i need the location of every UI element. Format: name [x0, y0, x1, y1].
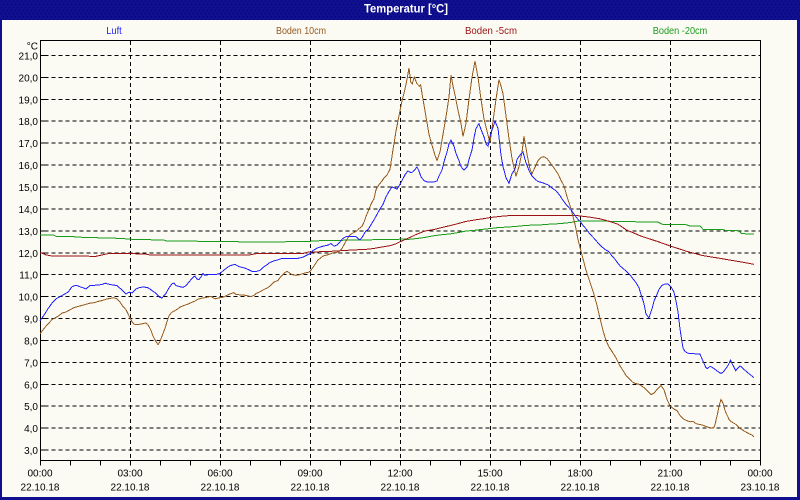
- svg-text:18,0: 18,0: [19, 117, 39, 128]
- svg-text:21,0: 21,0: [19, 51, 39, 62]
- svg-text:21:00: 21:00: [657, 469, 682, 480]
- svg-text:Temperatur [°C]: Temperatur [°C]: [364, 3, 448, 15]
- svg-text:7,0: 7,0: [24, 358, 38, 369]
- svg-text:Boden 10cm: Boden 10cm: [276, 26, 326, 37]
- svg-text:22.10.18: 22.10.18: [651, 483, 690, 494]
- svg-text:22.10.18: 22.10.18: [471, 483, 510, 494]
- svg-text:12,0: 12,0: [19, 249, 39, 260]
- svg-text:Luft: Luft: [106, 26, 122, 37]
- svg-text:00:00: 00:00: [27, 469, 52, 480]
- svg-text:22.10.18: 22.10.18: [561, 483, 600, 494]
- svg-text:22.10.18: 22.10.18: [21, 483, 60, 494]
- svg-text:17,0: 17,0: [19, 139, 39, 150]
- svg-text:14,0: 14,0: [19, 205, 39, 216]
- svg-text:19,0: 19,0: [19, 95, 39, 106]
- svg-text:15,0: 15,0: [19, 183, 39, 194]
- svg-text:11,0: 11,0: [19, 271, 38, 282]
- svg-text:4,0: 4,0: [24, 424, 38, 435]
- svg-text:3,0: 3,0: [24, 446, 38, 457]
- svg-text:°C: °C: [27, 42, 38, 53]
- svg-text:5,0: 5,0: [24, 402, 38, 413]
- svg-text:03:00: 03:00: [117, 469, 142, 480]
- svg-text:9,0: 9,0: [24, 315, 38, 326]
- svg-text:15:00: 15:00: [477, 469, 502, 480]
- svg-text:10,0: 10,0: [19, 293, 39, 304]
- svg-text:8,0: 8,0: [24, 337, 38, 348]
- svg-text:Boden -5cm: Boden -5cm: [465, 26, 517, 37]
- svg-text:6,0: 6,0: [24, 380, 38, 391]
- svg-text:00:00: 00:00: [747, 469, 772, 480]
- svg-text:22.10.18: 22.10.18: [201, 483, 240, 494]
- svg-text:22.10.18: 22.10.18: [291, 483, 330, 494]
- svg-text:13,0: 13,0: [19, 227, 39, 238]
- svg-text:22.10.18: 22.10.18: [111, 483, 150, 494]
- svg-text:23.10.18: 23.10.18: [741, 483, 780, 494]
- svg-text:12:00: 12:00: [387, 469, 412, 480]
- svg-text:20,0: 20,0: [19, 73, 39, 84]
- svg-text:09:00: 09:00: [297, 469, 322, 480]
- svg-text:06:00: 06:00: [207, 469, 232, 480]
- svg-text:18:00: 18:00: [567, 469, 592, 480]
- svg-text:22.10.18: 22.10.18: [381, 483, 420, 494]
- svg-text:16,0: 16,0: [19, 161, 39, 172]
- svg-text:Boden -20cm: Boden -20cm: [653, 26, 708, 37]
